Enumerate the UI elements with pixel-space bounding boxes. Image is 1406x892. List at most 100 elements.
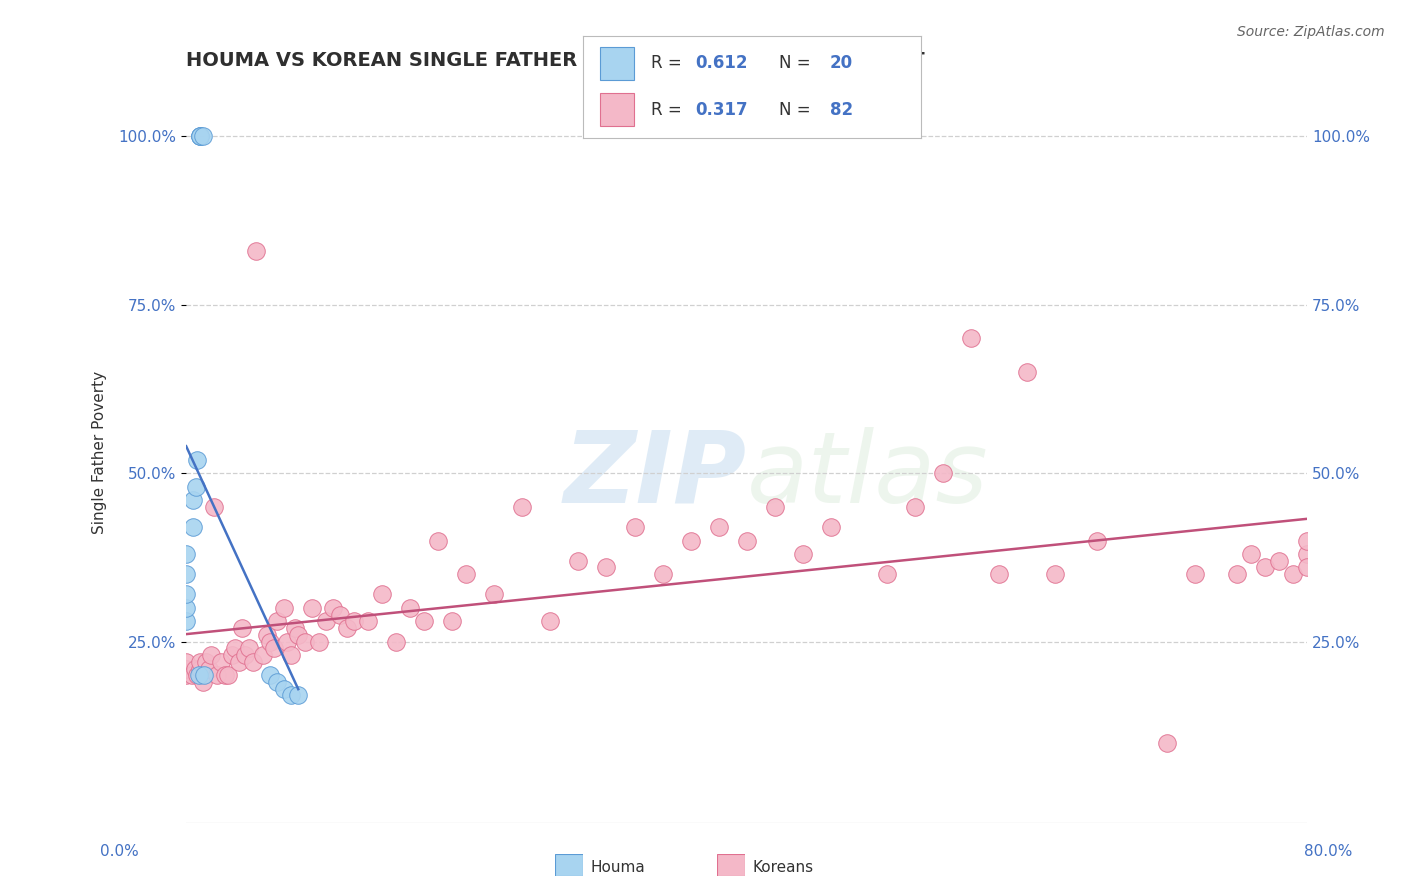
Point [707,520,730,534]
Point [413,615,436,629]
Point [181,520,204,534]
Point [174,655,197,669]
Point [252,648,274,662]
Point [1085,533,1108,548]
Point [1296,547,1319,561]
Point [763,500,786,514]
Text: HOUMA VS KOREAN SINGLE FATHER POVERTY CORRELATION CHART: HOUMA VS KOREAN SINGLE FATHER POVERTY CO… [186,51,925,70]
Point [385,634,408,648]
Point [194,655,217,669]
Y-axis label: Single Father Poverty: Single Father Poverty [93,371,107,534]
Point [315,615,337,629]
Text: R =: R = [651,54,688,72]
Point [322,600,344,615]
Point [186,668,208,682]
Point [287,689,309,703]
Point [191,129,214,144]
Point [205,668,228,682]
Point [217,668,239,682]
Point [224,641,246,656]
Point [294,634,316,648]
Point [280,648,302,662]
Point [441,615,464,629]
Point [399,600,422,615]
Point [284,621,307,635]
Point [180,668,202,682]
Bar [600,93,634,126]
Point [343,615,366,629]
Point [301,600,323,615]
Point [987,567,1010,582]
Point [188,129,211,144]
Text: 20: 20 [830,54,853,72]
Text: N =: N = [779,101,815,119]
Text: Houma: Houma [591,860,645,874]
Point [1296,533,1319,548]
Point [266,615,288,629]
Point [191,675,214,690]
Point [567,554,589,568]
Point [512,500,534,514]
Point [259,668,281,682]
Point [484,587,506,601]
Point [540,615,562,629]
Text: atlas: atlas [747,426,988,524]
Point [280,689,302,703]
Text: 0.317: 0.317 [695,101,748,119]
Text: Source: ZipAtlas.com: Source: ZipAtlas.com [1237,25,1385,39]
Point [959,331,981,345]
Point [233,648,256,662]
Point [188,129,211,144]
Point [263,641,285,656]
Text: Koreans: Koreans [752,860,813,874]
Text: ZIP: ZIP [564,426,747,524]
Point [1015,365,1038,379]
Point [273,681,295,696]
Point [427,533,450,548]
Bar [600,47,634,79]
Point [174,668,197,682]
Point [174,600,197,615]
Point [1226,567,1249,582]
Point [273,600,295,615]
Point [371,587,394,601]
Point [174,587,197,601]
Point [876,567,898,582]
Point [259,634,281,648]
Point [174,661,197,675]
Point [188,129,211,144]
Text: R =: R = [651,101,688,119]
Point [336,621,359,635]
Point [187,668,209,682]
Point [1240,547,1263,561]
Point [188,655,211,669]
Point [932,466,955,480]
Point [256,628,278,642]
Point [245,244,267,258]
Point [1268,554,1291,568]
Point [287,628,309,642]
Point [183,661,205,675]
Text: 80.0%: 80.0% [1305,845,1353,859]
Point [238,641,260,656]
Point [820,520,842,534]
Point [1043,567,1066,582]
Point [242,655,264,669]
Point [329,607,352,622]
Point [679,533,702,548]
Point [193,668,215,682]
Point [174,547,197,561]
Point [209,655,232,669]
Point [1254,560,1277,574]
Point [1184,567,1206,582]
Text: 82: 82 [830,101,853,119]
Point [792,547,814,561]
Point [188,661,211,675]
Point [184,480,207,494]
Point [904,500,927,514]
Point [308,634,330,648]
Point [202,500,225,514]
Point [623,520,645,534]
Point [266,675,288,690]
Point [1156,736,1178,750]
